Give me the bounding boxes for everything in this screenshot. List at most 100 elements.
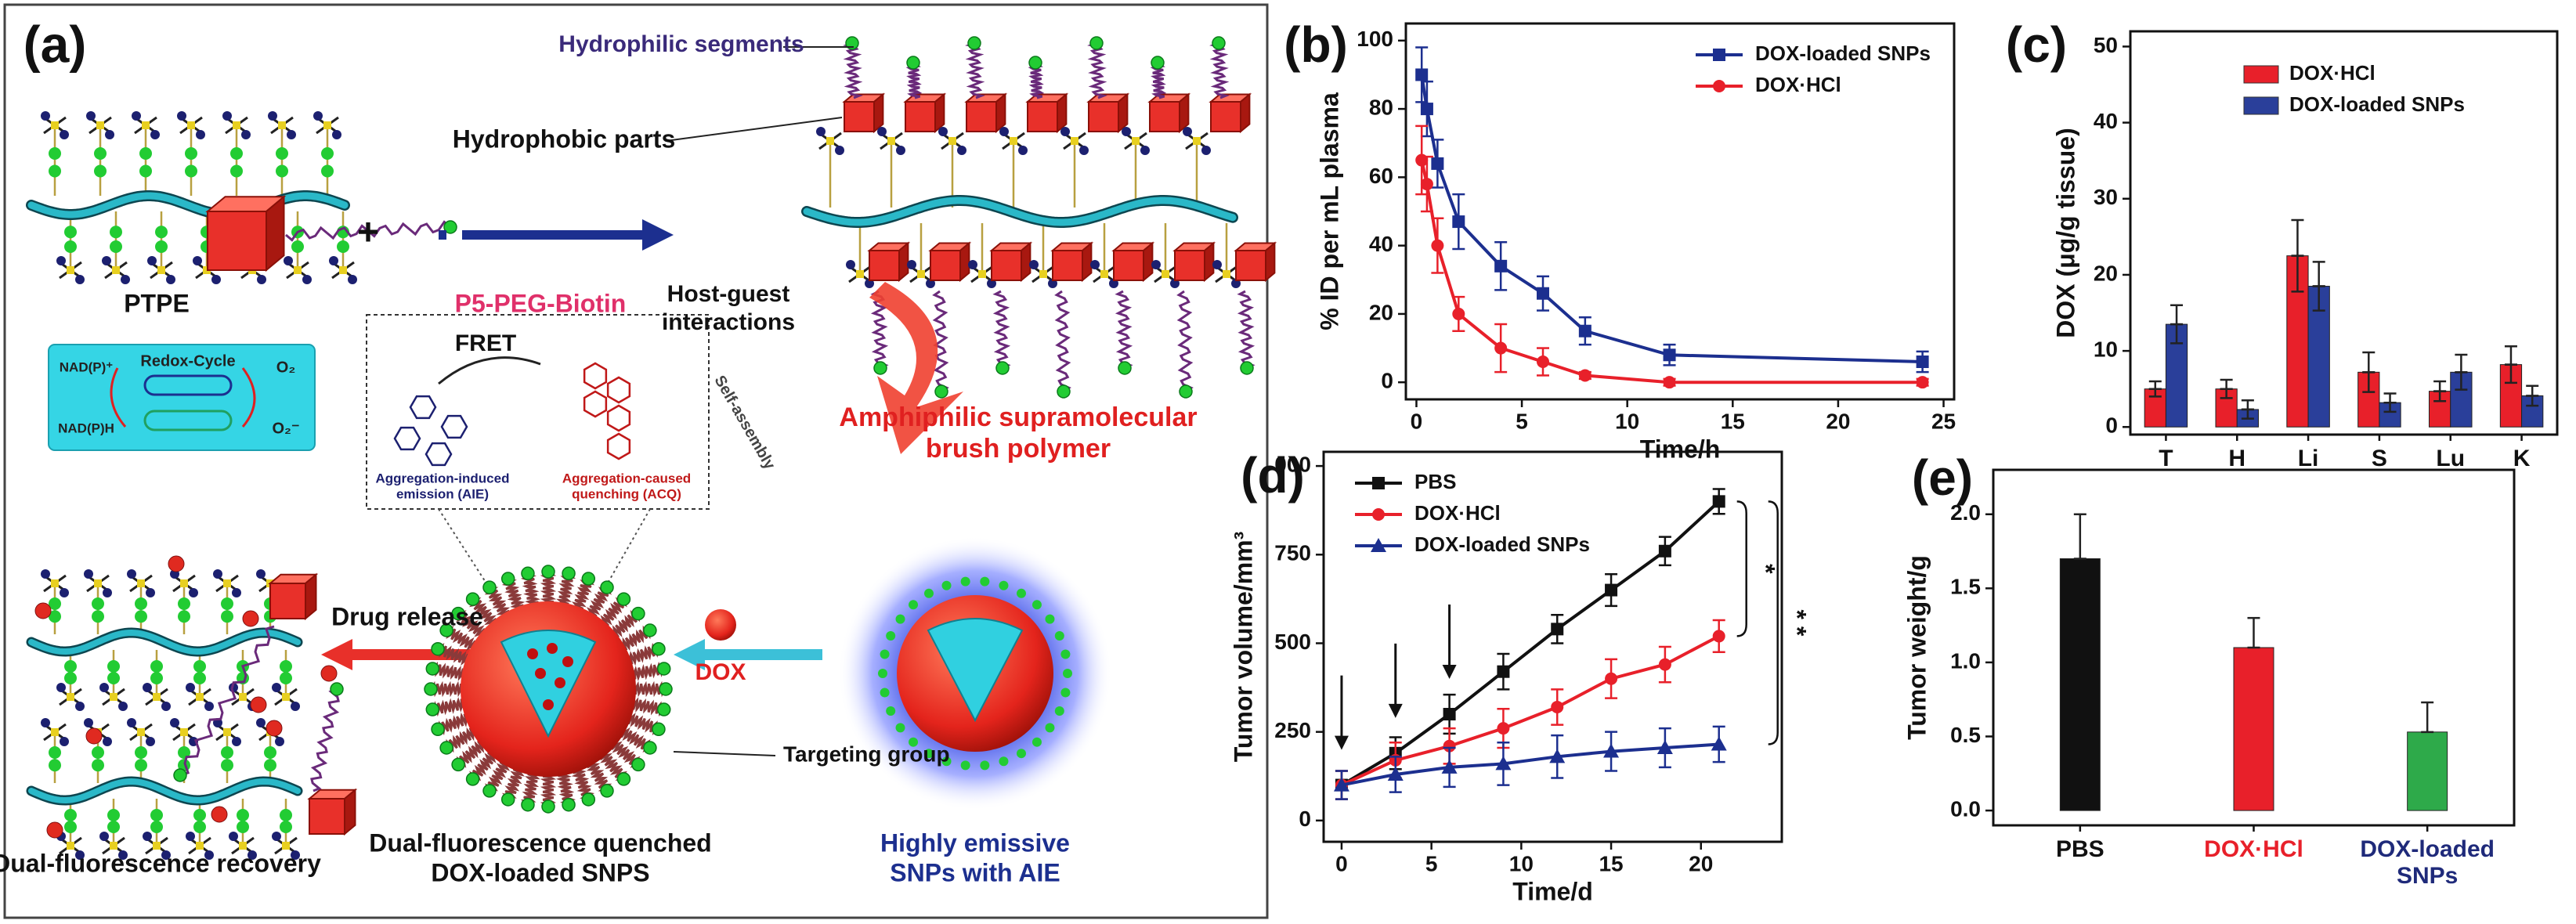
biotin (1089, 36, 1104, 50)
dox-dot (34, 602, 52, 619)
y-tick-label: 20 (2094, 261, 2118, 285)
tpe (146, 737, 155, 746)
panel-label: (e) (1912, 449, 1973, 506)
cube (1027, 101, 1058, 132)
y-tick-label: 0 (1381, 369, 1393, 393)
tpe (1090, 260, 1100, 269)
marker (1663, 348, 1676, 362)
side-dot (321, 147, 334, 160)
tpe (110, 693, 117, 701)
tpe (239, 842, 247, 850)
side-dot (264, 759, 276, 772)
biotin (999, 580, 1009, 590)
side-dot (94, 164, 107, 178)
tpe (189, 588, 198, 597)
tpe (1010, 137, 1017, 145)
biotin (631, 757, 645, 772)
series-line (1341, 634, 1720, 787)
biotin (1057, 384, 1071, 399)
tpe (121, 275, 130, 284)
tpe (84, 569, 93, 579)
tpe (223, 579, 231, 587)
label: O₂⁻ (273, 420, 300, 437)
tpe (196, 693, 204, 701)
tpe (313, 111, 323, 121)
peg-chain (1054, 290, 1071, 393)
release-arrow (321, 639, 352, 670)
tpe (204, 702, 214, 711)
biotin (960, 576, 970, 587)
biotin (541, 565, 555, 579)
label: Targeting group (783, 742, 950, 766)
plot-frame (1322, 450, 1783, 843)
panel-label: (b) (1284, 16, 1348, 73)
label: Dual-fluorescence quenched (369, 828, 711, 857)
label: Hydrophobic parts (453, 125, 675, 153)
label: DOX-loaded SNPS (431, 858, 649, 886)
side-dot (110, 240, 122, 253)
cube (1210, 101, 1241, 132)
biotin (600, 580, 614, 594)
marker (1658, 658, 1671, 671)
biotin (880, 688, 890, 698)
side-dot (193, 660, 206, 673)
tpe (241, 130, 251, 139)
dox-dot (250, 696, 267, 713)
label: + (357, 212, 379, 254)
side-dot (291, 240, 304, 253)
biotin (656, 702, 671, 716)
backbone (28, 778, 301, 804)
x-tick-label: Li (2298, 446, 2319, 471)
tpe (153, 693, 161, 701)
side-dot (185, 147, 197, 160)
side-dot (155, 226, 168, 239)
tpe (877, 127, 887, 136)
biotin (886, 631, 896, 641)
biotin (1060, 688, 1071, 698)
cube (966, 101, 997, 132)
tpe (41, 569, 50, 579)
biotin (906, 56, 920, 70)
y-tick-label: 0.5 (1950, 723, 1981, 747)
cube (1113, 250, 1144, 281)
pointer (665, 117, 843, 142)
label: NAD(P)⁺ (60, 359, 113, 374)
biotin (1118, 361, 1132, 375)
panel-border (3, 3, 1269, 919)
series-line (1340, 500, 1721, 787)
tpe (51, 579, 59, 587)
biotin (465, 592, 480, 606)
tpe (1193, 137, 1201, 145)
tpe (999, 127, 1009, 136)
side-dot (92, 597, 104, 610)
tpe (94, 579, 102, 587)
biotin (330, 682, 344, 696)
tpe (291, 850, 300, 860)
biotin (1017, 749, 1026, 759)
biotin (451, 606, 465, 621)
x-tick-label: 25 (1931, 409, 1956, 433)
tpe (1183, 127, 1192, 136)
biotin (924, 749, 934, 759)
side-dot (221, 610, 233, 623)
dose-arrow (1334, 735, 1349, 750)
x-tick-label: 10 (1615, 409, 1639, 433)
cube (898, 241, 909, 283)
plot-frame (2129, 30, 2559, 436)
peg-chain (843, 42, 863, 99)
significance-label: * (1751, 564, 1779, 574)
y-axis-title: Tumor volume/mm³ (1229, 532, 1257, 763)
side-dot (264, 746, 276, 759)
tpe (275, 737, 284, 746)
x-tick-label: K (2513, 446, 2531, 471)
tpe (282, 693, 290, 701)
legend-label: DOX-loaded SNPs (1414, 532, 1590, 556)
side-dot (237, 821, 249, 833)
biotin (425, 662, 440, 676)
tpe (239, 693, 247, 701)
y-tick-label: 30 (2094, 185, 2118, 209)
legend-marker (1713, 49, 1725, 61)
tpe (75, 850, 85, 860)
tpe (846, 260, 855, 269)
significance-bracket (1768, 500, 1779, 745)
